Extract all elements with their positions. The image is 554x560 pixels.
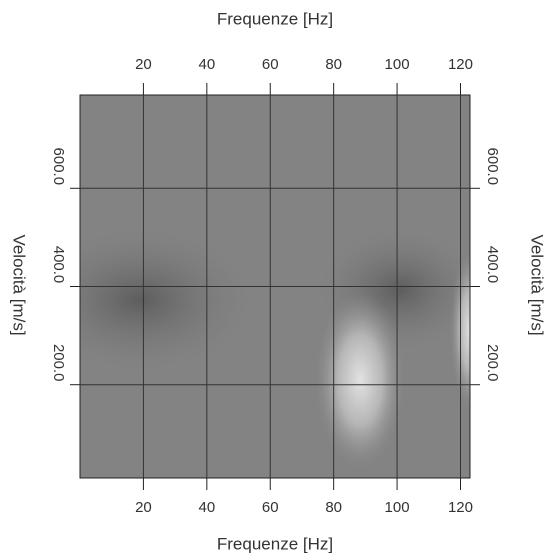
- x-tick-label-top: 60: [262, 56, 279, 73]
- x-tick-label-top: 40: [198, 56, 215, 73]
- y-tick-label-left: 200.0: [50, 344, 67, 382]
- y-tick-label-right: 400.0: [484, 246, 501, 284]
- y-tick-label-left: 400.0: [50, 246, 67, 284]
- x-tick-label-bottom: 40: [198, 499, 215, 516]
- x-tick-label-top: 80: [325, 56, 342, 73]
- y-label-left: Velocità [m/s]: [10, 234, 29, 335]
- x-label-bottom: Frequenze [Hz]: [217, 534, 333, 553]
- x-label-top: Frequenze [Hz]: [217, 9, 333, 28]
- x-tick-label-top: 20: [135, 56, 152, 73]
- y-tick-label-right: 200.0: [484, 344, 501, 382]
- x-tick-label-bottom: 20: [135, 499, 152, 516]
- y-tick-label-right: 600.0: [484, 148, 501, 186]
- x-tick-label-bottom: 100: [385, 499, 410, 516]
- y-tick-label-left: 600.0: [50, 148, 67, 186]
- x-tick-label-top: 120: [448, 56, 473, 73]
- x-tick-label-bottom: 60: [262, 499, 279, 516]
- x-tick-label-top: 100: [385, 56, 410, 73]
- x-tick-label-bottom: 120: [448, 499, 473, 516]
- y-label-right: Velocità [m/s]: [528, 234, 547, 335]
- x-tick-label-bottom: 80: [325, 499, 342, 516]
